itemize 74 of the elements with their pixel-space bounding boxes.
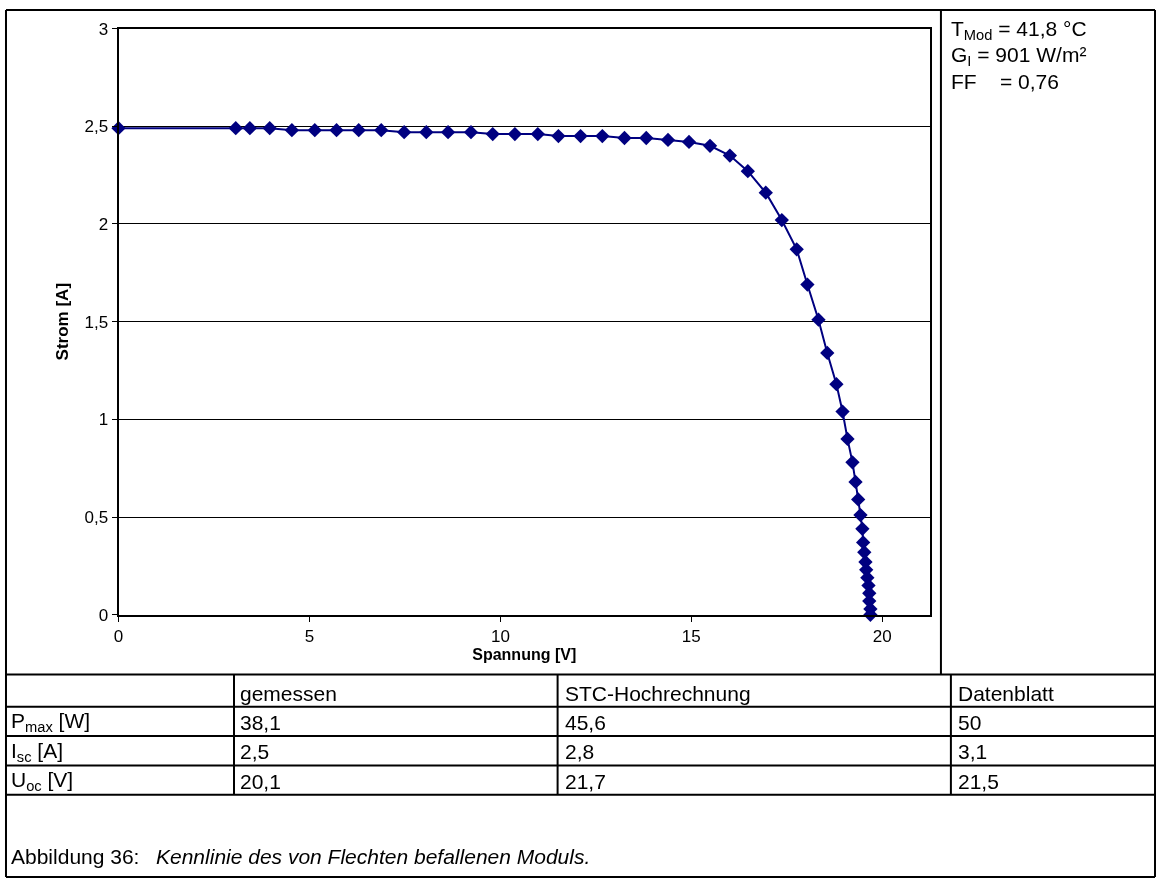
- text: 3,1: [958, 740, 988, 763]
- point: [485, 126, 500, 142]
- point: [857, 545, 872, 560]
- point: [758, 185, 773, 200]
- text: 45,6: [565, 711, 606, 734]
- point: [419, 124, 434, 140]
- point: [440, 124, 456, 140]
- x-tick-label: 15: [681, 627, 701, 647]
- point: [228, 121, 243, 136]
- x-tick-label: 0: [113, 627, 124, 647]
- y-tick-label: 1: [98, 410, 109, 430]
- point: [829, 377, 844, 392]
- y-tick-label: 0: [98, 605, 109, 625]
- text: T$_{Mod}$ = 41,8 °C: [951, 17, 1087, 44]
- text: gemessen: [240, 682, 337, 705]
- point: [835, 404, 850, 419]
- text: P$_{max}$ [W]: [11, 709, 91, 736]
- point: [507, 126, 523, 142]
- point: [463, 124, 479, 140]
- point: [848, 474, 863, 490]
- point: [840, 431, 855, 447]
- y-tick-label: 0,5: [84, 508, 109, 528]
- point: [789, 242, 804, 257]
- point: [722, 148, 738, 163]
- point: [351, 123, 366, 138]
- x-axis-title: Spannung [V]: [472, 646, 577, 664]
- point: [329, 123, 344, 138]
- point: [262, 121, 277, 136]
- text: STC-Hochrechnung: [565, 682, 751, 705]
- point: [530, 126, 545, 142]
- point: [397, 124, 412, 140]
- point: [811, 312, 826, 327]
- point: [820, 345, 835, 361]
- point: [374, 123, 389, 138]
- point: [681, 134, 697, 150]
- point: [639, 130, 654, 146]
- text: 50: [958, 711, 982, 734]
- x-tick-label: 20: [872, 627, 892, 647]
- y-tick-label: 3: [98, 19, 109, 39]
- text: 2,8: [565, 740, 595, 763]
- text: U$_{oc}$ [V]: [11, 768, 74, 795]
- point: [660, 132, 676, 148]
- point: [284, 123, 300, 138]
- point: [595, 128, 610, 144]
- point: [617, 130, 632, 146]
- text: 2,5: [240, 740, 270, 763]
- x-tick-label: 10: [490, 627, 510, 647]
- point: [573, 128, 588, 144]
- text: G$_{I}$ = 901 W/m²: [951, 43, 1087, 70]
- y-tick-label: 2: [98, 214, 109, 234]
- point: [774, 212, 789, 228]
- point: [740, 164, 755, 179]
- text: I$_{sc}$ [A]: [11, 739, 64, 766]
- point: [307, 123, 322, 138]
- y-tick-label: 2,5: [84, 117, 109, 137]
- point: [855, 521, 870, 536]
- text: Datenblatt: [958, 682, 1054, 705]
- text: 21,5: [958, 770, 999, 793]
- point: [851, 492, 866, 507]
- text: Abbildung 36:: [11, 845, 140, 868]
- point: [800, 277, 815, 292]
- text: 38,1: [240, 711, 281, 734]
- point: [242, 121, 258, 136]
- text: 20,1: [240, 770, 281, 793]
- text: Kennlinie des von Flechten befallenen Moduls.: [156, 845, 591, 868]
- y-tick-label: 1,5: [84, 312, 109, 332]
- point: [702, 138, 718, 153]
- text: FF = 0,76: [951, 70, 1059, 93]
- point: [551, 128, 566, 144]
- text: 21,7: [565, 770, 606, 793]
- x-tick-label: 5: [304, 627, 315, 647]
- y-axis-title: Strom [A]: [52, 282, 72, 361]
- point: [845, 455, 860, 470]
- point: [853, 507, 868, 523]
